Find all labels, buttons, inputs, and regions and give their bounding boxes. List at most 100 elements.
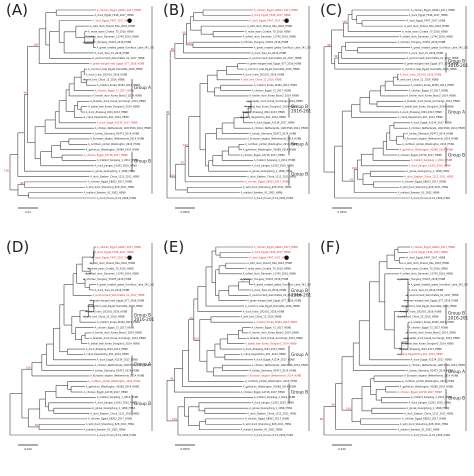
tip-label: A_chicken_Egypt_A2718_2017_H5N8 [84, 391, 129, 394]
tip-label: A_chicken_Netherlands_14015526_2014_H5N8 [252, 364, 309, 367]
tip-label: A_chicken_Netherlands_14015526_2014_H5N8 [409, 127, 466, 130]
tip-label: A_duck_Eastern_China_1112_2011_H5N2 [247, 175, 297, 178]
tip-label: A_duck_Zhejiang_W24_2013_H5N8 [400, 111, 442, 114]
tip-label: A_tufted_duck_Denmark_11740_2016_H5N8 [86, 273, 139, 276]
tip-label: A_environment_Kamchatka_01_2017_H5N8 [406, 294, 458, 297]
tip-label: A_duck_Jiangsu_k1203_2010_H5N8 [252, 402, 295, 405]
tip-label: A_baikal_teal_Korea_Donglim3_2014_H5N8 [88, 105, 140, 108]
tip-label: A_chicken_Egypt_E8812_2017_H5N8 [402, 181, 446, 184]
tip-label: A_chicken_Egypt_A2718_2017_H5N8 [398, 391, 443, 394]
tip-label: A_crane_Kagoshima_KU1_2014_H5N8 [398, 116, 444, 119]
tip-label: A_duck_Hunan_8-19_2009_H4N2 [97, 197, 137, 200]
tip-label: A_goose_Guangdong_1_1996_H5N1 [406, 407, 449, 410]
tip-label: A_goose_Guangdong_1_1996_H5N1 [92, 170, 135, 173]
tip-label: A_duck_Jiangsu_k1203_2010_H5N8 [409, 165, 452, 168]
tree-svg: 100 99 98 100 97 100 96 A_chicken_Egypt_A0601_2… [166, 6, 311, 214]
tip-label: A_duck_India_10CA01_2016_H5N8 [243, 73, 285, 76]
bootstrap-value: 96 [166, 110, 170, 114]
tip-label: A_great_crested_grebe_Uvs-Nuur_Lake_341_… [254, 46, 311, 49]
tip-label: A_wild_duck_Poland_82A_2016_H5N8 [404, 25, 449, 28]
tree-branches: 100 99 98 100 [4, 9, 96, 199]
tip-label: A_crane_Kagoshima_KU1_2014_H5N8 [241, 353, 287, 356]
tip-label: A_mallard_Sweden_91_2002_H5N9 [241, 191, 283, 194]
tip-label: A_green-winged_teal_Egypt_877_2016_H5N8 [247, 300, 301, 303]
tip-label: A_Chicken_Hungary_53433_2016_H5N8 [241, 41, 289, 44]
tip-label: A_duck_Jiangsu_k1203_2010_H5N8 [409, 402, 452, 405]
tip-label: A_crane_Kagoshima_KU1_2014_H5N8 [84, 116, 130, 119]
tip-label: A_duck_Zhejiang_W24_2013_H5N8 [400, 348, 442, 351]
tip-label: A_duck_Egypt_F446_2017_H5N8 [252, 251, 291, 254]
tip-label: A_duck_Eastern_China_1112_2011_H5N2 [90, 412, 140, 415]
tip-label: A_duck_Hunan_8-19_2009_H4N2 [97, 434, 137, 437]
tip-label: A_duck_Tyva_01_2016_H5N8 [95, 52, 130, 55]
tip-label: A_breeder_duck_Korea_Gochang1_2014_H5N8 [247, 100, 303, 103]
tree-branches: 100 99 [9, 246, 96, 436]
tip-label: A_baikal_teal_Korea_Donglim3_2014_H5N8 [245, 105, 297, 108]
tip-label: A_wild_duck_Shandong_628_2011_H5N1 [400, 423, 449, 426]
tip-label: A_common_teal_Egypt_Damietta_2016_H5N8 [245, 305, 300, 308]
tip-label: A_turkey_Germany_R2472_2014_H5N8 [249, 369, 296, 372]
tip-label: A_wild_duck_Shandong_628_2011_H5N1 [86, 423, 135, 426]
tip-label: A_wild_bird_China_12_2016_H5N8 [84, 316, 125, 319]
tip-label: A_mallard_Korea_W452_2014_H5N8 [97, 84, 141, 87]
tip-label: A_tufted_duck_Denmark_11740_2016_H5N8 [243, 36, 296, 39]
tip-label: A_Eurasian_wigeon_Netherlands_2014_H5N8 [404, 138, 458, 141]
tip-label: A_broiler_duck_Korea_Buan2_2014_H5N8 [406, 95, 456, 98]
tree-panel: (A) 100 99 98 100 A_chicken_Egypt_A0601_2017_… [4, 2, 154, 220]
tip-label: A_duck_Zhejiang_W24_2013_H5N8 [86, 348, 128, 351]
tip-label: A_duck_Egypt_A1234_2017_H5N8 [411, 359, 452, 362]
tip-label: A_tufted_duck_Denmark_11740_2016_H5N8 [243, 273, 296, 276]
panel-label: (E) [163, 238, 185, 256]
tip-label: A_duck_Tyva_01_2016_H5N8 [409, 52, 444, 55]
group-label: Group B [134, 158, 151, 163]
panel-label: (D) [6, 238, 30, 256]
scale-label: 0.0050 [337, 210, 346, 214]
tip-label: A_great_crested_grebe_Uvs-Nuur_Lake_341_… [97, 46, 154, 49]
tip-label: A_northern_pintail_Washington_2014_H5N2 [402, 143, 455, 146]
tip-label: A_chicken_Egypt_Y2_2017_H5N8 [252, 326, 292, 329]
tip-label: A_Eurasian_wigeon_Netherlands_2014_H5N8 [404, 375, 458, 378]
tip-label: A_chicken_Egypt_Y2_2017_H5N8 [95, 89, 135, 92]
tip-label: A_duck_Egypt_F447_2017_H5N8 [92, 20, 131, 23]
tip-label: A_northern_pintail_Washington_2014_H5N2 [88, 143, 141, 146]
tip-label: A_chicken_Egypt_Y2_2017_H5N8 [252, 89, 292, 92]
tip-label: A_wild_bird_China_12_2016_H5N8 [398, 316, 439, 319]
tip-label: A_wild_duck_Shandong_628_2011_H5N1 [243, 423, 292, 426]
tip-label: A_duck_India_10CA01_2016_H5N8 [400, 73, 442, 76]
tip-label: A_duck_Eastern_China_1112_2011_H5N2 [404, 175, 454, 178]
tip-label: A_breeder_duck_Korea_Gochang1_2014_H5N8 [90, 337, 146, 340]
tip-label: A_Chicken_Hungary_53433_2016_H5N8 [84, 278, 132, 281]
tip-label: A_gyrfalcon_Washington_41088_2014_H5N8 [400, 385, 454, 388]
tip-label: A_crane_Kagoshima_KU1_2014_H5N8 [241, 116, 287, 119]
tip-label: A_chicken_Netherlands_14015526_2014_H5N8 [252, 127, 309, 130]
bootstrap-value: 100 [194, 337, 199, 341]
tip-label: A_northern_pintail_Washington_2014_H5N2 [88, 380, 141, 383]
tip-label: A_common_teal_Egypt_Damietta_2016_H5N8 [88, 305, 143, 308]
tip-label: A_wild_bird_China_12_2016_H5N8 [398, 79, 439, 82]
tip-label: A_mallard_Sweden_91_2002_H5N9 [84, 191, 126, 194]
tip-label: A_mute_swan_Croatia_70_2016_H5N8 [402, 267, 448, 270]
tip-label: A_gyrfalcon_Washington_41088_2014_H5N8 [86, 148, 140, 151]
tip-label: A_Chicken_Hungary_53433_2016_H5N8 [398, 41, 446, 44]
tip-label: A_northern_pintail_Washington_2014_H5N2 [245, 143, 298, 146]
tip-label: A_common_teal_Egypt_Damietta_2016_H5N8 [88, 68, 143, 71]
tip-label: A_wild_duck_Poland_82A_2016_H5N8 [90, 25, 135, 28]
tip-label: A_duck_Egypt_A1234_2017_H5N8 [97, 359, 138, 362]
bootstrap-value: 98 [170, 376, 174, 380]
tip-label: A_goose_Guangdong_1_1996_H5N1 [92, 407, 135, 410]
bootstrap-value: 100 [183, 143, 188, 147]
tip-label: A_great_crested_grebe_Uvs-Nuur_Lake_341_… [97, 283, 154, 286]
tip-label: A_wild_bird_China_12_2016_H5N8 [241, 316, 282, 319]
tip-label: A_wild_bird_China_12_2016_H5N8 [241, 79, 282, 82]
tree-panel: (F) 100 99 98 A_chicken_Egypt_A0601_2017_H5N… [318, 239, 468, 457]
tip-label: A_common_teal_Egypt_Damietta_2016_H5N8 [402, 305, 457, 308]
tree-svg: 100 99 98 100 A_chicken_Egypt_A0601_2017_H5N… [4, 6, 154, 214]
tip-label: A_mallard_Korea_W452_2014_H5N8 [411, 321, 455, 324]
tip-label: A_chicken_Egypt_A0601_2017_H5N8 [97, 9, 142, 12]
tip-label: A_mallard_Sweden_91_2002_H5N9 [398, 191, 440, 194]
group-label: Group A [134, 85, 151, 90]
bootstrap-value: 100 [351, 166, 356, 170]
tip-label: A_duck_Egypt_F446_2017_H5N8 [409, 251, 448, 254]
tip-label: A_duck_Egypt_F447_2017_H5N8 [92, 257, 131, 260]
